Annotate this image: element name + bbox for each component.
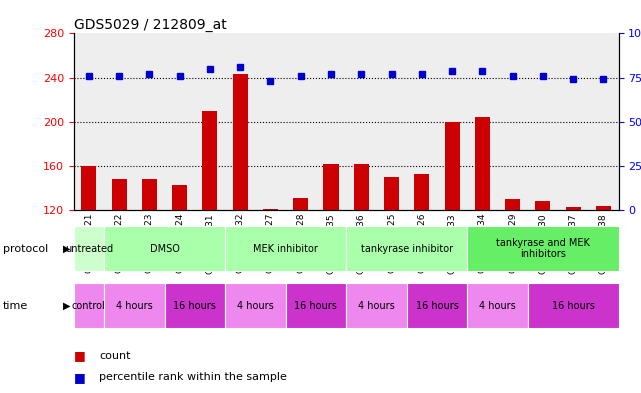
Text: GSM1340536: GSM1340536 (357, 213, 366, 274)
Bar (225, 226, 346, 271)
Text: GSM1340538: GSM1340538 (599, 213, 608, 274)
Text: GSM1340525: GSM1340525 (387, 213, 396, 274)
Text: ▶: ▶ (63, 301, 71, 310)
Text: 16 hours: 16 hours (552, 301, 595, 310)
Bar (112, 179, 127, 210)
Bar (263, 209, 278, 210)
Text: tankyrase and MEK
inhibitors: tankyrase and MEK inhibitors (496, 238, 590, 259)
Text: count: count (99, 351, 131, 361)
Bar (74, 283, 104, 328)
Text: 16 hours: 16 hours (173, 301, 216, 310)
Text: 4 hours: 4 hours (116, 301, 153, 310)
Text: GSM1340537: GSM1340537 (569, 213, 578, 274)
Text: GSM1340533: GSM1340533 (447, 213, 456, 274)
Text: 16 hours: 16 hours (415, 301, 458, 310)
Text: GSM1340526: GSM1340526 (417, 213, 426, 274)
Text: 16 hours: 16 hours (294, 301, 337, 310)
Bar (475, 118, 490, 210)
Text: 4 hours: 4 hours (237, 301, 274, 310)
Text: GSM1340531: GSM1340531 (205, 213, 215, 274)
Text: GSM1340523: GSM1340523 (145, 213, 154, 274)
Bar (384, 177, 399, 210)
Text: GSM1340529: GSM1340529 (508, 213, 517, 274)
Bar (324, 164, 338, 210)
Text: DMSO: DMSO (149, 244, 179, 253)
Bar (414, 174, 429, 210)
Text: tankyrase inhibitor: tankyrase inhibitor (361, 244, 453, 253)
Bar (346, 283, 406, 328)
Bar (74, 226, 104, 271)
Bar (104, 283, 165, 328)
Text: GSM1340532: GSM1340532 (236, 213, 245, 274)
Bar (467, 283, 528, 328)
Text: GSM1340527: GSM1340527 (266, 213, 275, 274)
Bar (406, 283, 467, 328)
Text: GSM1340524: GSM1340524 (175, 213, 184, 273)
Bar (286, 283, 346, 328)
Bar (565, 207, 581, 210)
Text: GSM1340522: GSM1340522 (115, 213, 124, 273)
Text: time: time (3, 301, 28, 310)
Text: 4 hours: 4 hours (479, 301, 516, 310)
Bar (104, 226, 225, 271)
Text: GSM1340521: GSM1340521 (85, 213, 94, 274)
Text: control: control (72, 301, 106, 310)
Bar (535, 201, 551, 210)
Text: GSM1340530: GSM1340530 (538, 213, 547, 274)
Text: GSM1340534: GSM1340534 (478, 213, 487, 274)
Bar (165, 283, 225, 328)
Bar (354, 164, 369, 210)
Bar (346, 226, 467, 271)
Bar (467, 226, 619, 271)
Text: 4 hours: 4 hours (358, 301, 395, 310)
Bar (142, 179, 157, 210)
Text: percentile rank within the sample: percentile rank within the sample (99, 372, 287, 382)
Text: GSM1340528: GSM1340528 (296, 213, 305, 274)
Bar (81, 166, 96, 210)
Bar (233, 74, 248, 210)
Text: ▶: ▶ (63, 244, 71, 253)
Bar (505, 199, 520, 210)
Bar (203, 111, 217, 210)
Text: GSM1340535: GSM1340535 (326, 213, 335, 274)
Text: ■: ■ (74, 371, 85, 384)
Text: GDS5029 / 212809_at: GDS5029 / 212809_at (74, 18, 226, 32)
Bar (596, 206, 611, 210)
Bar (528, 283, 619, 328)
Bar (444, 122, 460, 210)
Text: ■: ■ (74, 349, 85, 362)
Text: untreated: untreated (65, 244, 113, 253)
Bar (172, 185, 187, 210)
Bar (293, 198, 308, 210)
Bar (225, 283, 286, 328)
Text: MEK inhibitor: MEK inhibitor (253, 244, 318, 253)
Text: protocol: protocol (3, 244, 49, 253)
